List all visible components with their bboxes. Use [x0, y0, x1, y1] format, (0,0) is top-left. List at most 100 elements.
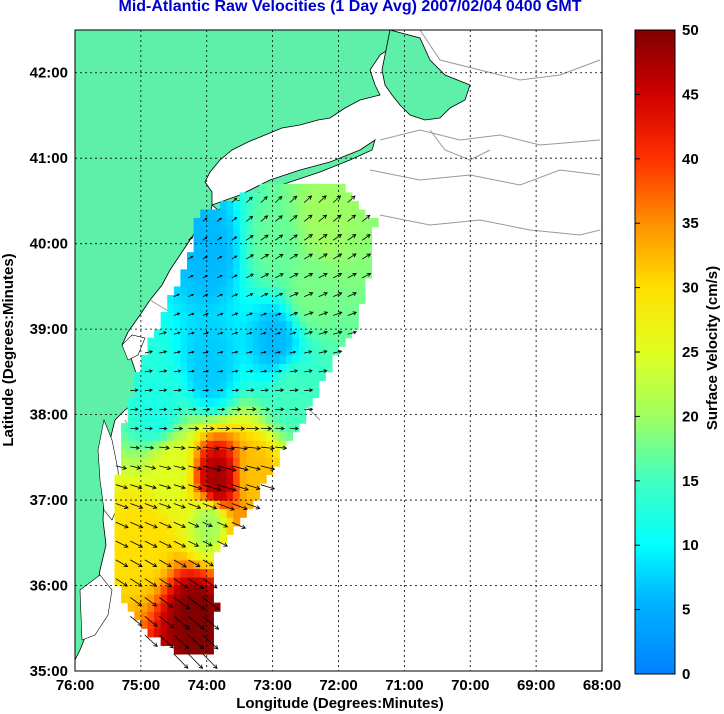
- velocity-arrow: [347, 195, 356, 203]
- velocity-cell: [239, 380, 247, 390]
- velocity-cell: [160, 465, 168, 476]
- velocity-cell: [239, 388, 247, 399]
- velocity-cell: [200, 397, 208, 407]
- velocity-arrow: [246, 426, 260, 431]
- velocity-cell: [219, 474, 228, 484]
- velocity-cell: [127, 406, 135, 416]
- velocity-cell: [186, 628, 195, 638]
- velocity-cell: [173, 312, 181, 322]
- velocity-cell: [186, 559, 195, 570]
- velocity-cell: [239, 337, 247, 347]
- velocity-cell: [226, 200, 234, 211]
- velocity-arrow: [144, 388, 153, 392]
- velocity-cell: [167, 414, 175, 424]
- velocity-cell: [186, 277, 195, 287]
- velocity-cell: [252, 346, 261, 356]
- velocity-cell: [292, 226, 300, 236]
- velocity-arrow: [130, 426, 139, 431]
- velocity-cell: [193, 500, 201, 510]
- velocity-cell: [121, 525, 129, 535]
- velocity-arrow: [202, 217, 208, 222]
- velocity-arrow: [246, 369, 254, 373]
- velocity-cell: [180, 559, 188, 570]
- velocity-cell: [239, 312, 247, 322]
- velocity-cell: [206, 286, 214, 296]
- velocity-cell: [252, 269, 261, 279]
- velocity-cell: [140, 517, 149, 527]
- velocity-cell: [298, 277, 307, 287]
- plot-frame: [74, 29, 603, 672]
- velocity-cell: [186, 363, 195, 373]
- velocity-cell: [305, 226, 313, 236]
- velocity-cell: [173, 303, 181, 313]
- velocity-cell: [246, 243, 254, 253]
- velocity-cell: [226, 500, 234, 510]
- velocity-arrow: [159, 331, 167, 335]
- velocity-cell: [160, 431, 168, 441]
- velocity-arrow: [188, 407, 197, 412]
- velocity-cell: [279, 397, 287, 407]
- velocity-cell: [266, 337, 274, 347]
- velocity-cell: [259, 192, 267, 202]
- velocity-cell: [173, 457, 181, 467]
- velocity-cell: [160, 568, 168, 578]
- velocity-arrow: [188, 484, 203, 490]
- velocity-cell: [173, 363, 181, 373]
- velocity-cell: [180, 645, 188, 655]
- velocity-cell: [213, 414, 221, 424]
- velocity-cell: [160, 448, 168, 458]
- velocity-cell: [219, 243, 228, 253]
- velocity-cell: [154, 508, 162, 518]
- x-tick-label: 76:00: [56, 677, 94, 694]
- velocity-cell: [134, 406, 142, 416]
- velocity-cell: [193, 337, 201, 347]
- velocity-cell: [226, 440, 234, 450]
- velocity-cell: [206, 277, 214, 287]
- velocity-cell: [160, 474, 168, 484]
- velocity-cell: [213, 448, 221, 458]
- velocity-cell: [285, 243, 293, 253]
- velocity-cell: [200, 337, 208, 347]
- velocity-cell: [246, 294, 254, 305]
- velocity-cell: [140, 542, 149, 552]
- velocity-cell: [226, 320, 234, 330]
- velocity-arrow: [115, 521, 129, 529]
- velocity-arrow: [246, 293, 254, 298]
- velocity-cell: [186, 269, 195, 279]
- velocity-cell: [200, 252, 208, 262]
- velocity-cell: [219, 448, 228, 458]
- velocity-cell: [154, 534, 162, 544]
- velocity-arrow: [188, 426, 200, 431]
- velocity-cell: [305, 303, 313, 313]
- velocity-cell: [351, 312, 359, 322]
- velocity-arrow: [188, 312, 195, 316]
- velocity-cell: [173, 286, 181, 296]
- velocity-cell: [312, 337, 320, 347]
- velocity-cell: [312, 226, 320, 236]
- velocity-cell: [160, 628, 168, 638]
- velocity-cell: [173, 611, 181, 621]
- velocity-cell: [233, 517, 241, 527]
- velocity-cell: [213, 235, 221, 245]
- velocity-cell: [173, 491, 181, 501]
- velocity-cell: [358, 226, 366, 236]
- velocity-cell: [325, 337, 333, 347]
- velocity-cell: [345, 192, 353, 202]
- velocity-cell: [325, 303, 333, 313]
- velocity-cell: [233, 337, 241, 347]
- velocity-cell: [312, 312, 320, 322]
- velocity-arrow: [304, 273, 314, 279]
- velocity-cell: [127, 397, 135, 407]
- velocity-cell: [345, 218, 353, 228]
- velocity-cell: [239, 491, 247, 501]
- velocity-cell: [180, 525, 188, 535]
- velocity-cell: [121, 568, 129, 578]
- velocity-cell: [193, 312, 201, 322]
- velocity-cell: [266, 388, 274, 399]
- velocity-cell: [167, 534, 175, 544]
- velocity-field: [114, 183, 379, 655]
- velocity-cell: [140, 508, 149, 518]
- velocity-cell: [325, 269, 333, 279]
- velocity-cell: [147, 619, 155, 629]
- velocity-arrow: [173, 407, 183, 412]
